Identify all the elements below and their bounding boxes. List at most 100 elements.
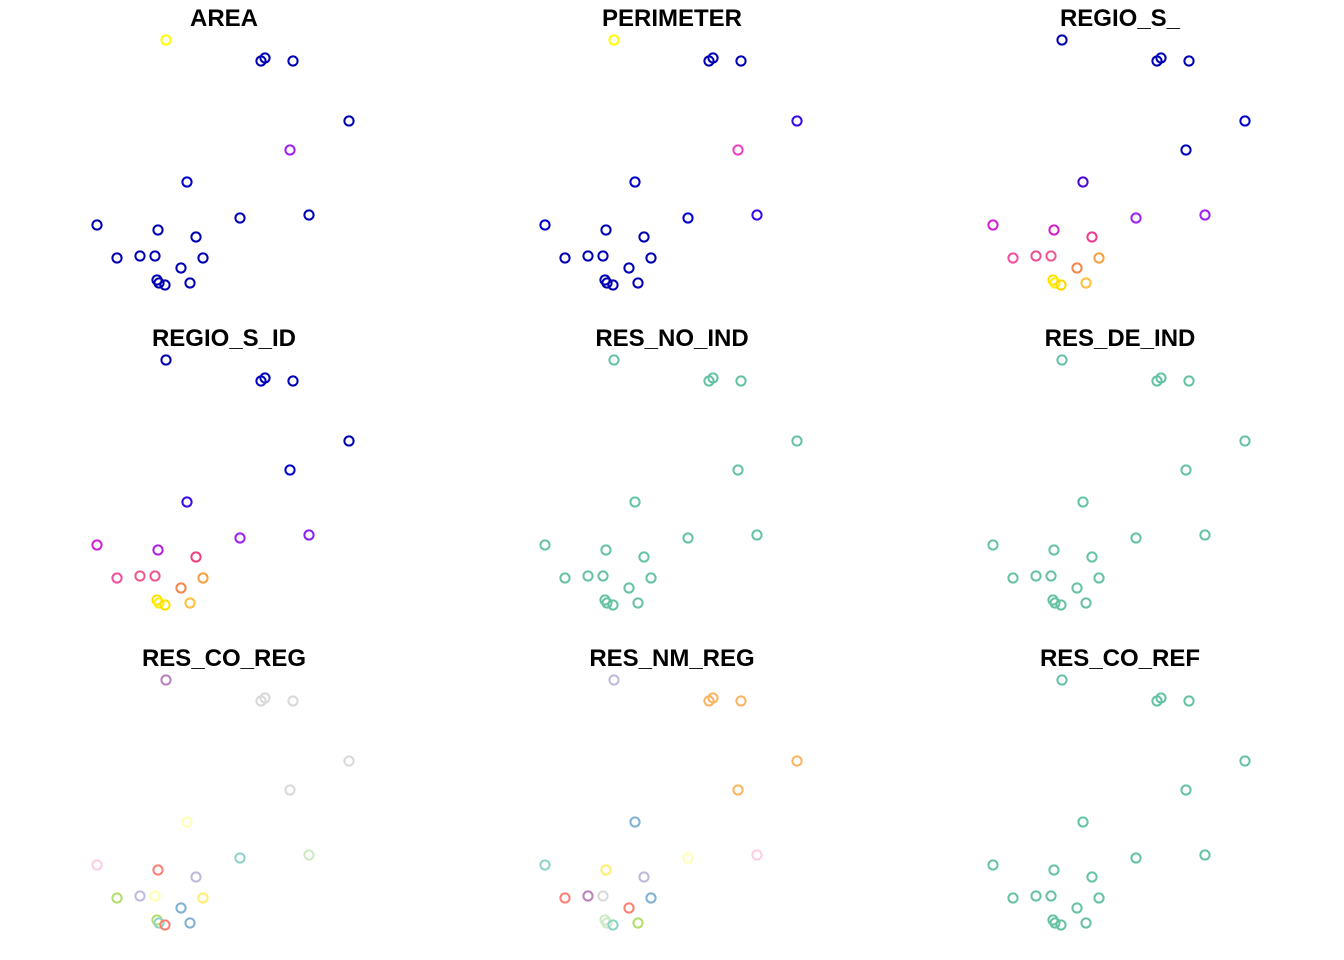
data-point [1045,890,1057,902]
data-point [1130,212,1142,224]
data-point [1007,252,1019,264]
panel-title: RES_NM_REG [589,645,754,672]
data-point [707,52,719,64]
data-point [184,597,196,609]
data-point [1239,435,1251,447]
panel-perimeter: PERIMETER [539,5,803,291]
data-point [645,892,657,904]
data-point [134,250,146,262]
data-point [160,674,172,686]
data-point [175,262,187,274]
data-point [159,599,171,611]
panel-res-co-reg: RES_CO_REG [91,645,355,931]
data-point [303,529,315,541]
data-point [284,464,296,476]
panel-regio-s: REGIO_S_ [987,5,1251,291]
data-point [608,34,620,46]
data-point [1030,250,1042,262]
data-point [601,277,613,289]
data-point [607,919,619,931]
data-point [1183,375,1195,387]
data-point [111,572,123,584]
data-point [190,551,202,563]
data-point [597,250,609,262]
data-point [582,890,594,902]
panel-title: REGIO_S_ID [152,325,296,352]
data-point [153,917,165,929]
data-point [559,252,571,264]
data-point [791,435,803,447]
data-point [607,599,619,611]
data-point [153,597,165,609]
data-point [638,551,650,563]
data-point [1183,55,1195,67]
data-point [608,674,620,686]
panels: AREA PERIMETER REGIO_S_ REGIO_S_ID RES_NO_IN… [91,5,1251,931]
data-point [987,859,999,871]
data-point [682,852,694,864]
data-point [175,902,187,914]
data-point [608,354,620,366]
data-point [735,375,747,387]
data-point [601,917,613,929]
data-point [343,435,355,447]
data-point [287,695,299,707]
data-point [1045,570,1057,582]
data-point [1055,279,1067,291]
data-point [287,55,299,67]
data-point [735,55,747,67]
data-point [1199,209,1211,221]
data-point [1155,52,1167,64]
data-point [184,277,196,289]
data-point [1199,849,1211,861]
panel-regio-s-id: REGIO_S_ID [91,325,355,611]
data-point [751,849,763,861]
data-point [600,224,612,236]
data-point [582,570,594,582]
data-point [597,890,609,902]
data-point [632,917,644,929]
data-point [1071,262,1083,274]
data-point [601,597,613,609]
data-point [632,277,644,289]
data-point [732,464,744,476]
data-point [623,902,635,914]
panel-title: PERIMETER [602,5,742,32]
data-point [1086,231,1098,243]
data-point [1155,692,1167,704]
data-point [149,570,161,582]
data-point [259,52,271,64]
data-point [175,582,187,594]
panel-res-de-ind: RES_DE_IND [987,325,1251,611]
data-point [284,144,296,156]
data-point [190,871,202,883]
data-point [111,892,123,904]
data-point [559,572,571,584]
data-point [1007,892,1019,904]
data-point [149,250,161,262]
data-point [682,532,694,544]
data-point [1180,464,1192,476]
data-point [1049,277,1061,289]
data-point [1049,597,1061,609]
data-point [629,496,641,508]
data-point [149,890,161,902]
data-point [597,570,609,582]
panel-area: AREA [91,5,355,291]
data-point [629,176,641,188]
data-point [632,597,644,609]
data-point [600,864,612,876]
data-point [1080,597,1092,609]
data-point [1030,570,1042,582]
data-point [987,539,999,551]
data-point [1071,582,1083,594]
panel-res-no-ind: RES_NO_IND [539,325,803,611]
data-point [539,859,551,871]
data-point [987,219,999,231]
data-point [152,544,164,556]
data-point [751,209,763,221]
data-point [600,544,612,556]
data-point [791,755,803,767]
